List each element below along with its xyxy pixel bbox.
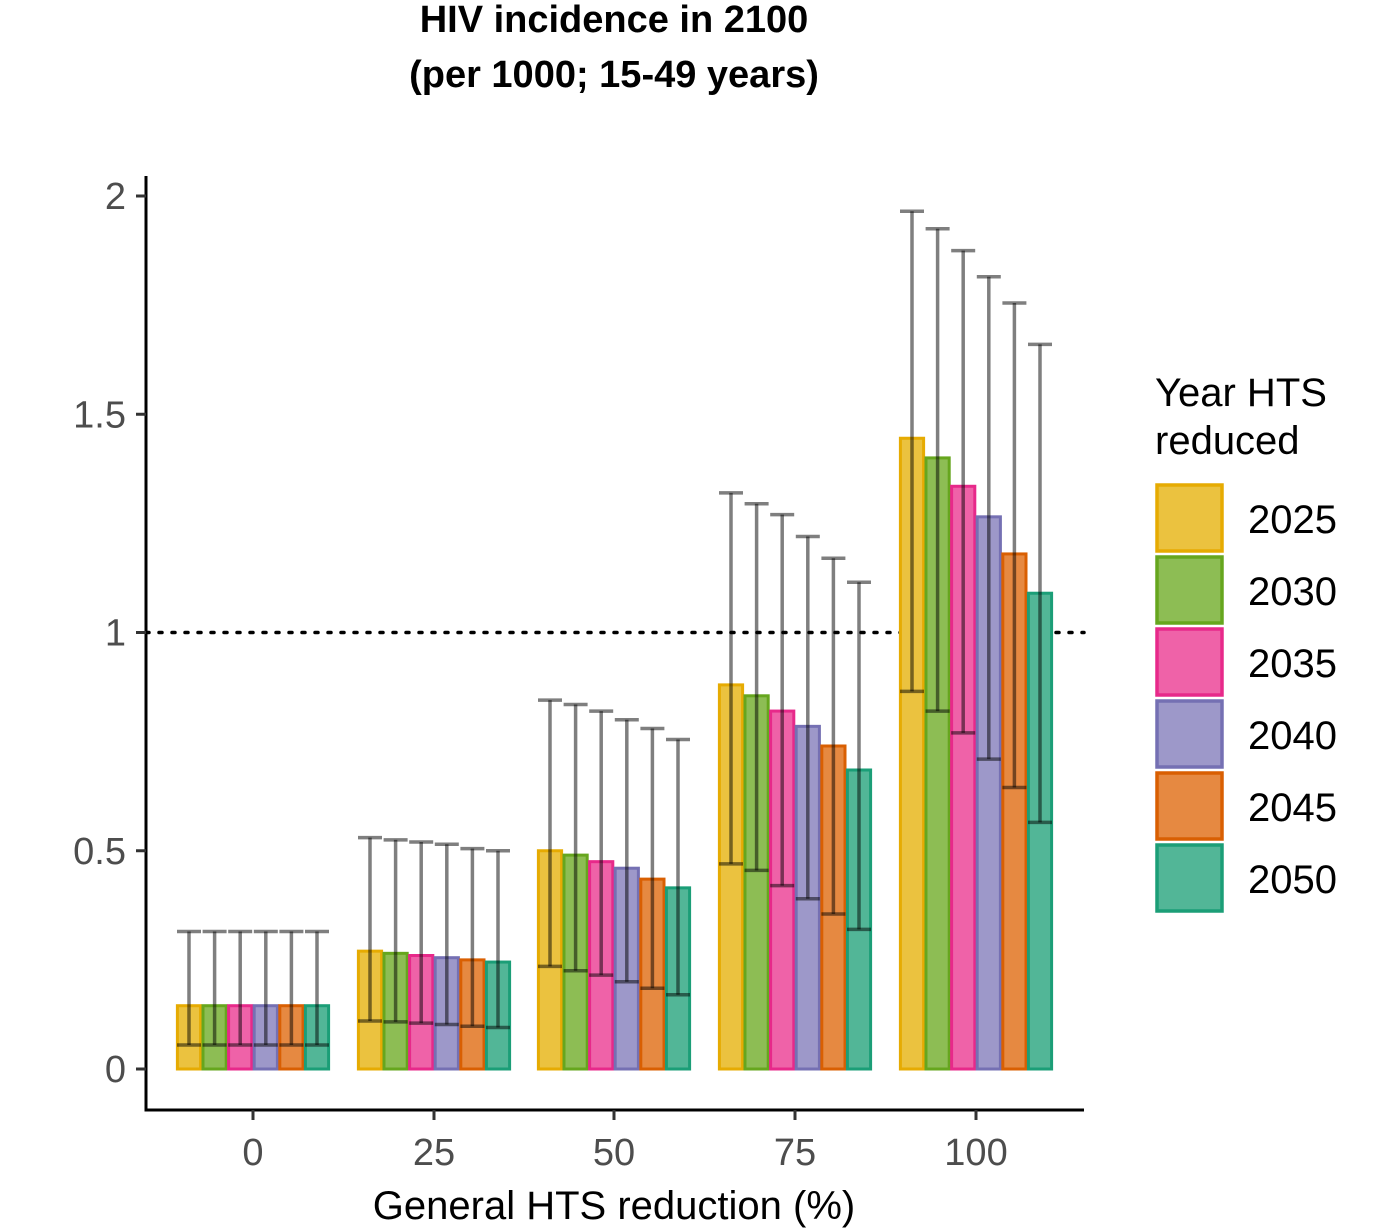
chart-title-line-2: (per 1000; 15-49 years) bbox=[409, 54, 819, 96]
legend-title-line-2: reduced bbox=[1155, 419, 1300, 463]
chart-title-line-1: HIV incidence in 2100 bbox=[420, 0, 809, 41]
legend-key-2030 bbox=[1155, 555, 1224, 625]
x-tick-label: 25 bbox=[413, 1132, 455, 1174]
legend-key-2045 bbox=[1155, 771, 1224, 841]
legend-title-line-1: Year HTS bbox=[1155, 371, 1327, 415]
legend-key-2050 bbox=[1155, 843, 1224, 913]
legend-label-2050: 2050 bbox=[1248, 858, 1337, 902]
legend-label-2040: 2040 bbox=[1248, 714, 1337, 758]
legend-key-2025 bbox=[1155, 483, 1224, 553]
legend-label-2030: 2030 bbox=[1248, 570, 1337, 614]
x-tick-label: 0 bbox=[242, 1132, 263, 1174]
x-axis-title: General HTS reduction (%) bbox=[373, 1184, 855, 1228]
legend-label-2035: 2035 bbox=[1248, 642, 1337, 686]
y-tick-label: 0.5 bbox=[73, 831, 126, 873]
y-tick-label: 1.5 bbox=[73, 394, 126, 436]
y-tick-label: 1 bbox=[105, 613, 126, 655]
legend: 2025 2030 2035 2040 2045 2050 bbox=[1155, 483, 1337, 913]
x-tick-label: 50 bbox=[593, 1132, 635, 1174]
plot-area: 0 0.5 1 1.5 2 0 25 50 75 100 bbox=[73, 176, 1086, 1174]
legend-key-2040 bbox=[1155, 699, 1224, 769]
x-tick-label: 100 bbox=[944, 1132, 1007, 1174]
y-tick-label: 2 bbox=[105, 176, 126, 218]
legend-label-2045: 2045 bbox=[1248, 786, 1337, 830]
legend-key-2035 bbox=[1155, 627, 1224, 697]
y-tick-label: 0 bbox=[105, 1049, 126, 1091]
legend-label-2025: 2025 bbox=[1248, 498, 1337, 542]
x-tick-label: 75 bbox=[774, 1132, 816, 1174]
